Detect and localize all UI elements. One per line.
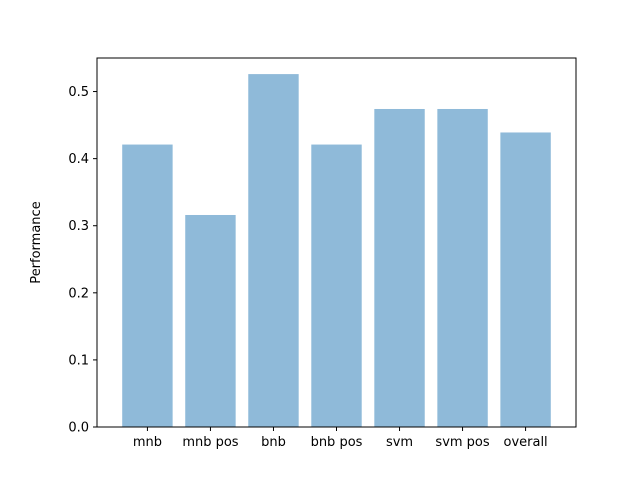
- y-axis: 0.0 0.1 0.2 0.3 0.4 0.5: [68, 85, 97, 436]
- y-tick-label: 0.4: [68, 152, 89, 167]
- y-tick-label: 0.1: [68, 353, 89, 368]
- bar-bnb: [248, 74, 299, 428]
- bar-overall: [500, 132, 551, 428]
- x-axis: mnb mnb pos bnb bnb pos svm svm pos overall: [133, 427, 548, 450]
- x-tick-label: mnb: [133, 435, 162, 450]
- y-tick-label: 0.5: [68, 85, 89, 100]
- x-tick-label: mnb pos: [182, 435, 238, 450]
- x-tick-label: svm: [386, 435, 413, 450]
- x-tick-label: bnb: [261, 435, 286, 450]
- y-tick-label: 0.3: [68, 219, 89, 234]
- bar-mnb: [122, 144, 173, 427]
- bar-bnb-pos: [311, 144, 362, 427]
- x-tick-label: overall: [503, 435, 547, 450]
- bar-svm-pos: [437, 108, 488, 428]
- bar-mnb-pos: [185, 214, 236, 427]
- bar-svm: [374, 108, 425, 428]
- y-axis-label: Performance: [29, 201, 44, 283]
- bars-group: [122, 74, 551, 428]
- x-tick-label: bnb pos: [311, 435, 363, 450]
- y-tick-label: 0.0: [68, 421, 89, 436]
- y-tick-label: 0.2: [68, 286, 89, 301]
- x-tick-label: svm pos: [435, 435, 489, 450]
